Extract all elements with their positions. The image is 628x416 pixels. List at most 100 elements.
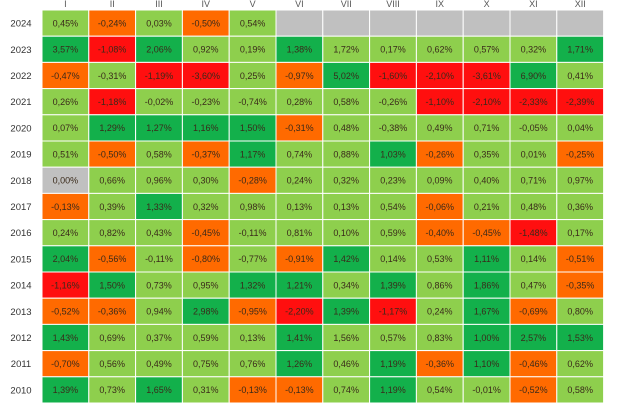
cell-label-2011-IX: -0,36% [426, 359, 455, 369]
cell-2010-III [135, 376, 183, 404]
cell-label-2011-X: 1,10% [474, 359, 500, 369]
year-label-2016: 2016 [10, 228, 31, 239]
cell-label-2020-X: 0,71% [474, 123, 500, 133]
cell-2016-VII [322, 219, 371, 247]
cell-label-2023-IX: 0,62% [427, 45, 453, 55]
cell-2018-X [462, 166, 511, 194]
cell-label-2017-IX: -0,06% [426, 202, 455, 212]
cell-label-2014-III: 0,73% [146, 280, 172, 290]
cell-label-2019-XI: 0,01% [521, 149, 547, 159]
cell-2011-VI [275, 350, 324, 378]
cell-label-2022-VIII: -1,60% [379, 71, 408, 81]
cell-label-2010-I: 1,39% [53, 385, 79, 395]
cell-2012-X [462, 323, 511, 352]
cell-label-2017-I: -0,13% [51, 202, 80, 212]
cell-label-2011-III: 0,49% [146, 359, 172, 369]
cell-2014-II [88, 271, 137, 299]
cell-2021-II [88, 88, 137, 116]
cell-label-2010-III: 1,65% [146, 385, 172, 395]
cell-2018-XII [556, 166, 605, 194]
cell-2017-X [462, 192, 511, 221]
cell-label-2019-X: 0,35% [474, 149, 500, 159]
cell-label-2010-V: -0,13% [238, 385, 267, 395]
cell-2022-VI [275, 61, 324, 90]
cell-2014-XII [556, 271, 605, 299]
cell-label-2022-XI: 6,90% [521, 71, 547, 81]
cell-2020-VII [322, 114, 371, 142]
cell-label-2018-VII: 0,32% [333, 176, 359, 186]
cell-2017-VIII [369, 192, 417, 221]
year-label-2012: 2012 [10, 333, 31, 344]
cell-2015-IX [415, 245, 464, 273]
cell-2015-IV [181, 245, 230, 273]
cell-label-2021-V: -0,74% [238, 97, 267, 107]
cell-label-2018-X: 0,40% [474, 176, 500, 186]
cell-2014-IX [415, 271, 464, 299]
cell-label-2020-II: 1,29% [99, 123, 125, 133]
cell-label-2017-II: 0,39% [99, 202, 125, 212]
cell-2021-VII [322, 88, 371, 116]
month-label-III: III [155, 0, 163, 9]
cell-2011-XI [509, 350, 558, 378]
cell-2010-V [228, 376, 277, 404]
cell-label-2010-VII: 0,74% [333, 385, 359, 395]
cell-label-2016-I: 0,24% [53, 228, 79, 238]
cell-label-2014-VI: 1,21% [287, 280, 313, 290]
cell-label-2021-VII: 0,58% [333, 97, 359, 107]
cell-label-2016-II: 0,82% [99, 228, 125, 238]
cell-label-2023-V: 0,19% [240, 45, 266, 55]
cell-label-2011-II: 0,56% [99, 359, 125, 369]
cell-2023-IX [415, 35, 464, 63]
cell-label-2023-IV: 0,92% [193, 45, 219, 55]
cell-2018-IX [415, 166, 464, 194]
cell-label-2011-VII: 0,46% [333, 359, 359, 369]
cell-label-2016-III: 0,43% [146, 228, 172, 238]
cell-label-2019-VI: 0,74% [287, 149, 313, 159]
year-label-2022: 2022 [10, 71, 31, 82]
cell-label-2016-VII: 0,10% [333, 228, 359, 238]
cell-label-2012-VII: 1,56% [333, 333, 359, 343]
cell-2020-VI [275, 114, 324, 142]
cell-2015-III [135, 245, 183, 273]
cell-label-2023-XII: 1,71% [567, 45, 593, 55]
cell-label-2015-IX: 0,53% [427, 254, 453, 264]
cell-2012-V [228, 323, 277, 352]
cell-2018-XI [509, 166, 558, 194]
cell-label-2022-VII: 5,02% [333, 71, 359, 81]
cell-label-2017-XI: 0,48% [521, 202, 547, 212]
cell-2013-VII [322, 297, 371, 325]
cell-2024-XII [556, 9, 605, 37]
cell-label-2013-V: -0,95% [238, 307, 267, 317]
cell-label-2019-VII: 0,88% [333, 149, 359, 159]
cell-label-2017-VIII: 0,54% [380, 202, 406, 212]
cell-2019-VI [275, 140, 324, 168]
cell-2017-XII [556, 192, 605, 221]
cell-2020-I [41, 114, 90, 142]
cell-2013-IV [181, 297, 230, 325]
year-label-2010: 2010 [10, 385, 31, 396]
cell-2018-VII [322, 166, 371, 194]
cell-label-2015-VIII: 0,14% [380, 254, 406, 264]
cell-label-2014-VIII: 1,39% [380, 280, 406, 290]
cell-label-2011-XII: 0,62% [567, 359, 593, 369]
cell-2017-II [88, 192, 137, 221]
cell-label-2021-X: -2,10% [472, 97, 501, 107]
cell-label-2023-X: 0,57% [474, 45, 500, 55]
cell-2019-XI [509, 140, 558, 168]
year-label-2011: 2011 [11, 359, 31, 370]
cell-2023-V [228, 35, 277, 63]
cell-label-2014-I: -1,16% [51, 280, 80, 290]
cell-2019-VIII [369, 140, 417, 168]
cell-label-2020-XI: -0,05% [519, 123, 548, 133]
cell-2018-II [88, 166, 137, 194]
cell-label-2022-VI: -0,97% [285, 71, 314, 81]
cell-2022-V [228, 61, 277, 90]
cell-2022-III [135, 61, 183, 90]
cell-2013-I [41, 297, 90, 325]
cell-label-2010-X: -0,01% [472, 385, 501, 395]
cell-label-2024-V: 0,54% [240, 18, 266, 28]
cell-label-2019-I: 0,51% [53, 149, 79, 159]
cell-2014-VII [322, 271, 371, 299]
cell-label-2018-II: 0,66% [99, 176, 125, 186]
cell-2017-V [228, 192, 277, 221]
